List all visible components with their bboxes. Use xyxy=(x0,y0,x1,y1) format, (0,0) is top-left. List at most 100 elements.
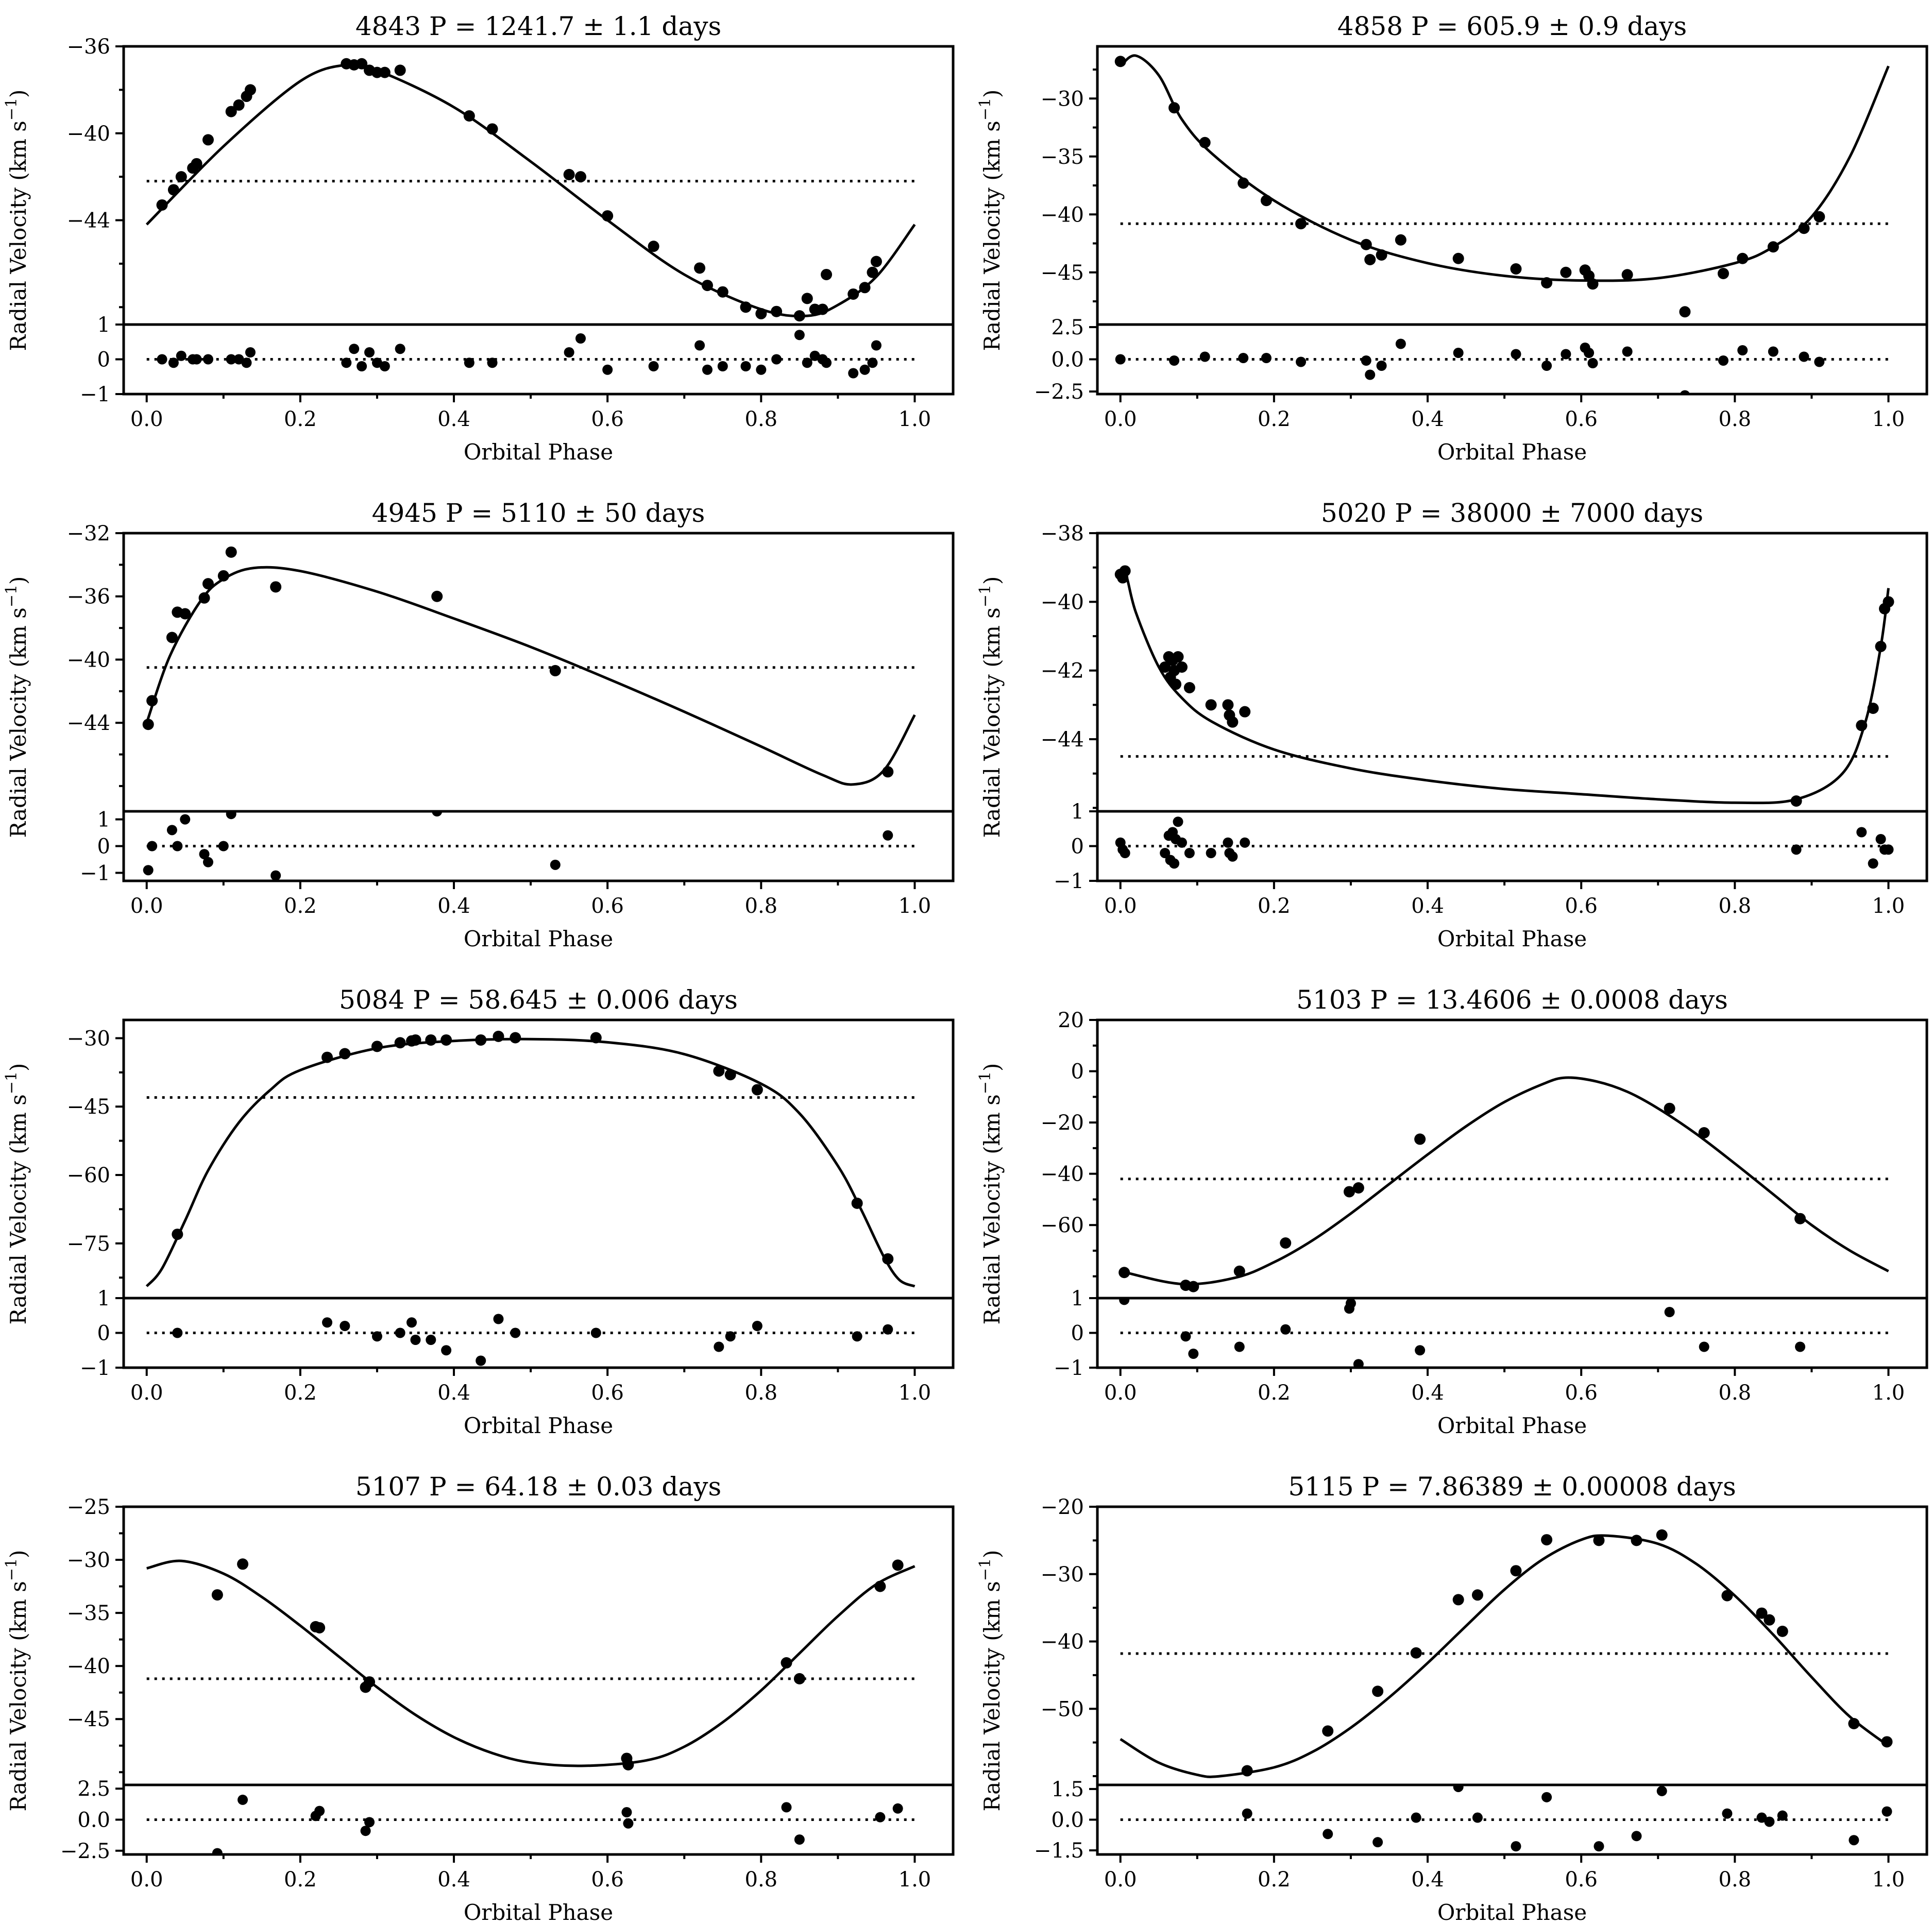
residual-point xyxy=(371,357,382,368)
orbit-fit-curve xyxy=(145,566,916,786)
residual-point xyxy=(1323,1829,1333,1840)
residual-point xyxy=(168,357,179,368)
rv-data-point xyxy=(870,256,882,267)
residual-point xyxy=(379,361,390,371)
rv-data-point xyxy=(1119,565,1131,577)
rv-data-point xyxy=(191,158,202,169)
rv-data-point xyxy=(211,1589,223,1601)
residual-point xyxy=(1119,1298,1130,1305)
residual-plot xyxy=(1120,1785,1892,1852)
residual-point xyxy=(1875,834,1886,844)
chart-panel-2: 4858 P = 605.9 ± 0.9 days −30 −35 −40 −45 2.5… xyxy=(976,11,1928,465)
residual-y-tick-label: 1 xyxy=(1071,1287,1084,1310)
residual-point xyxy=(426,1335,436,1345)
residual-y-tick-label: 0 xyxy=(97,835,110,859)
y-axis-label: Radial Velocity (km s−1) xyxy=(976,1550,1005,1812)
residual-y-tick-label: 1 xyxy=(97,313,110,337)
y-axis-label-close: ) xyxy=(6,1063,31,1071)
rv-data-point xyxy=(1717,268,1729,279)
y-axis-label-text: Radial Velocity (km s xyxy=(979,607,1005,838)
rv-data-point xyxy=(1679,306,1691,318)
x-tick-label: 0.4 xyxy=(1411,894,1444,918)
rv-data-point xyxy=(1814,211,1825,223)
residual-plot xyxy=(146,1314,915,1366)
rv-data-point xyxy=(793,1673,805,1684)
main-frame xyxy=(1096,45,1928,326)
rv-data-point xyxy=(1241,1765,1253,1777)
y-axis-label-text: Radial Velocity (km s xyxy=(6,121,31,351)
residual-point xyxy=(180,814,191,825)
y-tick-label: −60 xyxy=(1041,1214,1084,1237)
rv-data-point xyxy=(781,1657,792,1668)
x-tick-label: 0.2 xyxy=(284,407,317,431)
rv-data-point xyxy=(1593,1535,1605,1546)
residual-point xyxy=(1777,1810,1788,1821)
residual-point xyxy=(166,825,177,836)
residual-y-tick-label: −1 xyxy=(1054,870,1084,893)
residual-point xyxy=(740,361,751,371)
y-tick-label: −36 xyxy=(67,35,110,59)
residual-point xyxy=(1631,1831,1642,1842)
rv-data-point xyxy=(371,1041,383,1052)
residual-y-tick-label: −2.5 xyxy=(60,1840,110,1863)
residual-y-tick-label: −1 xyxy=(1054,1356,1084,1380)
x-tick-label: 1.0 xyxy=(1872,894,1905,918)
rv-data-point xyxy=(882,1253,894,1265)
residual-point xyxy=(199,849,210,860)
rv-data-point xyxy=(321,1051,333,1063)
y-axis-label-exponent: −1 xyxy=(976,1558,994,1581)
x-tick-label: 0.0 xyxy=(1104,1868,1137,1892)
x-tick-label: 0.2 xyxy=(1258,1868,1291,1892)
rv-data-point xyxy=(859,282,871,294)
residual-point xyxy=(1718,355,1728,366)
residual-point xyxy=(717,361,728,371)
residual-point xyxy=(794,330,805,340)
rv-data-point xyxy=(1721,1590,1733,1602)
rv-data-point xyxy=(1172,651,1184,662)
residual-point xyxy=(1656,1785,1667,1796)
rv-data-point xyxy=(1856,720,1868,731)
y-tick-label: −20 xyxy=(1041,1111,1084,1135)
chart-title: 5020 P = 38000 ± 7000 days xyxy=(1321,498,1703,528)
rv-data-point xyxy=(1364,254,1376,265)
residual-point xyxy=(859,364,870,375)
rv-data-point xyxy=(1205,699,1217,711)
y-axis-label-exponent: −1 xyxy=(976,585,994,607)
residual-point xyxy=(1584,348,1595,358)
residual-point xyxy=(1176,837,1187,848)
y-tick-label: −38 xyxy=(1041,522,1084,546)
rv-data-point xyxy=(1170,678,1182,690)
rv-data-point xyxy=(198,592,210,604)
residual-y-tick-label: 2.5 xyxy=(1051,316,1084,339)
rv-data-point xyxy=(648,241,659,252)
residual-y-tick-label: 0 xyxy=(97,348,110,372)
rv-data-point xyxy=(431,590,443,602)
rv-data-point xyxy=(1510,263,1522,275)
chart-panel-5: 5084 P = 58.645 ± 0.006 days −30 −45 −60 −75… xyxy=(3,985,955,1438)
y-axis-label-close: ) xyxy=(6,576,31,585)
rv-data-point xyxy=(1541,277,1553,288)
y-tick-label: 20 xyxy=(1058,1009,1084,1032)
rv-data-point xyxy=(1698,1127,1710,1138)
rv-data-point xyxy=(425,1034,437,1046)
residual-point xyxy=(752,1321,762,1331)
residual-point xyxy=(781,1802,792,1813)
x-tick-label: 1.0 xyxy=(899,1381,931,1405)
x-tick-label: 0.6 xyxy=(591,1381,624,1405)
residual-y-tick-label: 2.5 xyxy=(77,1777,110,1801)
y-axis-label-close: ) xyxy=(6,90,31,98)
residual-point xyxy=(191,354,202,365)
y-axis-label-close: ) xyxy=(979,1063,1005,1071)
residual-point xyxy=(1240,837,1250,848)
x-axis-label: Orbital Phase xyxy=(1437,926,1587,951)
residual-point xyxy=(395,344,405,354)
residual-point xyxy=(441,1345,452,1356)
residual-point xyxy=(364,1817,375,1828)
rv-data-point xyxy=(156,199,168,211)
x-tick-label: 0.4 xyxy=(437,894,470,918)
y-axis-label: Radial Velocity (km s−1) xyxy=(976,576,1005,838)
residual-point xyxy=(245,347,256,357)
residual-point xyxy=(1115,354,1126,365)
rv-data-point xyxy=(1183,682,1195,693)
residual-point xyxy=(1376,361,1387,371)
